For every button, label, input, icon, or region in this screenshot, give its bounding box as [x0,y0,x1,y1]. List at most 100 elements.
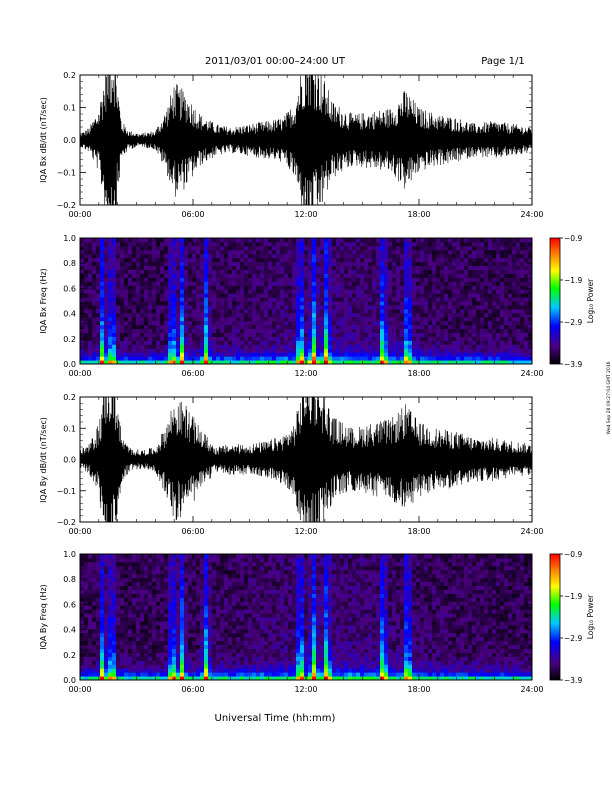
spectrogram-cell [168,321,173,325]
spectrogram-cell [428,336,433,340]
spectrogram-cell [228,344,233,348]
spectrogram-cell [484,277,489,281]
spectrogram-cell [320,329,325,333]
spectrogram-cell [196,621,201,625]
spectrogram-cell [92,242,97,246]
spectrogram-cell [80,672,85,676]
spectrogram-cell [100,325,105,329]
spectrogram-cell [488,266,493,270]
spectrogram-cell [136,617,141,621]
spectrogram-cell [120,297,125,301]
spectrogram-cell [400,336,405,340]
spectrogram-cell [272,250,277,254]
spectrogram-cell [208,333,213,337]
spectrogram-cell [340,356,345,360]
spectrogram-cell [104,329,109,333]
spectrogram-cell [104,313,109,317]
spectrogram-cell [328,305,333,309]
spectrogram-cell [380,242,385,246]
spectrogram-cell [388,297,393,301]
spectrogram-cell [288,285,293,289]
spectrogram-cell [244,336,249,340]
spectrogram-cell [164,242,169,246]
spectrogram-cell [180,625,185,629]
spectrogram-cell [124,589,129,593]
spectrogram-cell [516,273,521,277]
spectrogram-cell [320,317,325,321]
spectrogram-cell [276,262,281,266]
spectrogram-cell [200,578,205,582]
spectrogram-cell [204,258,209,262]
spectrogram-cell [280,277,285,281]
spectrogram-cell [400,250,405,254]
spectrogram-cell [284,258,289,262]
spectrogram-cell [460,313,465,317]
spectrogram-cell [464,238,469,242]
spectrogram-cell [204,250,209,254]
spectrogram-cell [312,277,317,281]
spectrogram-cell [308,270,313,274]
spectrogram-cell [492,348,497,352]
spectrogram-cell [348,297,353,301]
spectrogram-cell [160,285,165,289]
spectrogram-cell [112,250,117,254]
spectrogram-cell [92,578,97,582]
spectrogram-cell [472,344,477,348]
spectrogram-cell [212,242,217,246]
spectrogram-cell [268,344,273,348]
spectrogram-cell [228,254,233,258]
spectrogram-cell [312,273,317,277]
spectrogram-cell [168,352,173,356]
spectrogram-cell [152,586,157,590]
spectrogram-cell [228,301,233,305]
spectrogram-cell [420,285,425,289]
spectrogram-cell [336,333,341,337]
spectrogram-cell [348,352,353,356]
spectrogram-cell [424,270,429,274]
spectrogram-cell [456,340,461,344]
spectrogram-cell [184,562,189,566]
spectrogram-cell [344,336,349,340]
spectrogram-cell [176,254,181,258]
spectrogram-cell [180,293,185,297]
spectrogram-cell [304,329,309,333]
spectrogram-cell [496,297,501,301]
spectrogram-cell [452,325,457,329]
spectrogram-cell [336,258,341,262]
spectrogram-cell [408,266,413,270]
spectrogram-cell [292,313,297,317]
spectrogram-cell [464,352,469,356]
spectrogram-cell [368,250,373,254]
spectrogram-cell [128,321,133,325]
spectrogram-cell [244,289,249,293]
spectrogram-cell [316,273,321,277]
spectrogram-cell [472,273,477,277]
spectrogram-cell [260,348,265,352]
spectrogram-cell [168,609,173,613]
spectrogram-cell [404,242,409,246]
spectrogram-cell [140,605,145,609]
spectrogram-cell [148,317,153,321]
spectrogram-cell [116,625,121,629]
spectrogram-cell [264,329,269,333]
spectrogram-cell [128,250,133,254]
spectrogram-cell [508,266,513,270]
spectrogram-cell [160,270,165,274]
spectrogram-cell [416,309,421,313]
spectrogram-cell [184,313,189,317]
spectrogram-cell [204,649,209,653]
spectrogram-cell [108,325,113,329]
spectrogram-cell [156,597,161,601]
spectrogram-cell [456,301,461,305]
spectrogram-cell [340,258,345,262]
spectrogram-cell [96,609,101,613]
spectrogram-cell [392,325,397,329]
spectrogram-cell [352,356,357,360]
spectrogram-cell [452,277,457,281]
spectrogram-cell [500,301,505,305]
spectrogram-cell [380,289,385,293]
spectrogram-cell [152,574,157,578]
spectrogram-cell [132,309,137,313]
spectrogram-cell [368,321,373,325]
spectrogram-cell [412,325,417,329]
